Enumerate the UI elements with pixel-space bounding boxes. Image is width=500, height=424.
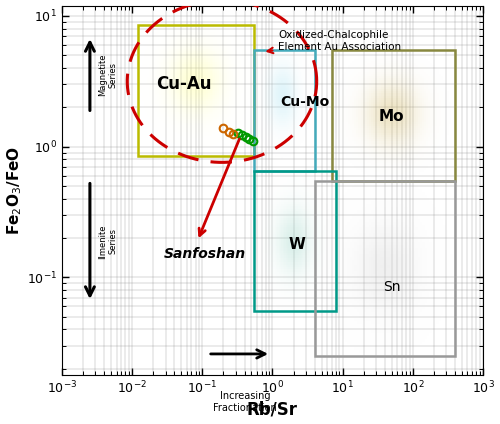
Bar [254,50,314,171]
Text: Cu-Mo: Cu-Mo [280,95,330,109]
Text: Sanfoshan: Sanfoshan [164,248,246,262]
Text: Increasing
Fractionation: Increasing Fractionation [213,391,277,413]
Y-axis label: Fe$_2$O$_3$/FeO: Fe$_2$O$_3$/FeO [6,145,25,235]
Text: Sn: Sn [383,280,400,294]
Bar [314,181,455,356]
Bar [138,25,254,156]
Text: Oxidized-Chalcophile
Element Au Association: Oxidized-Chalcophile Element Au Associat… [268,30,401,53]
X-axis label: Rb/Sr: Rb/Sr [247,400,298,418]
Bar [332,50,455,181]
Text: Cu-Au: Cu-Au [156,75,212,93]
Text: Mo: Mo [379,109,404,124]
Bar [254,171,336,311]
Text: W: W [288,237,305,251]
Text: Ilmenite
Series: Ilmenite Series [98,224,117,259]
Text: Magnetite
Series: Magnetite Series [98,53,117,96]
